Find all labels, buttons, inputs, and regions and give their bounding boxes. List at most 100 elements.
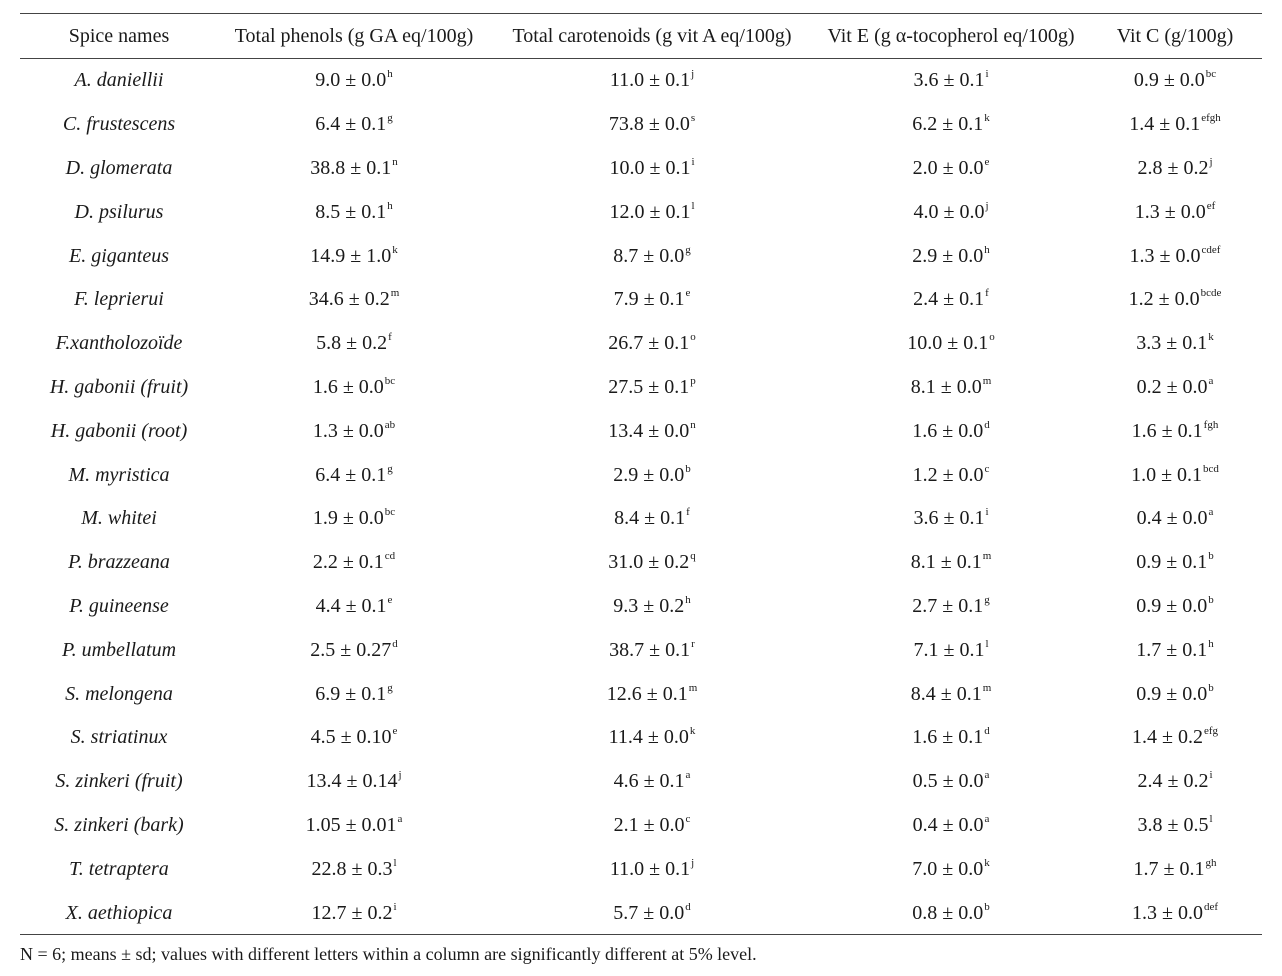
- value-text: 8.1 ± 0.0: [910, 375, 982, 398]
- significance-letter: efgh: [1201, 112, 1221, 125]
- significance-letter: j: [691, 856, 695, 869]
- vit-e-cell: 2.4 ± 0.1f: [814, 278, 1088, 322]
- total-carotenoids-cell: 4.6 ± 0.1a: [490, 760, 814, 804]
- table-row: X. aethiopica 12.7 ± 0.2i 5.7 ± 0.0d 0.8 ± …: [20, 891, 1262, 935]
- significance-letter: bc: [384, 374, 396, 387]
- vit-e-cell: 2.9 ± 0.0h: [814, 234, 1088, 278]
- table-row: D. psilurus 8.5 ± 0.1h 12.0 ± 0.1l 4.0 ± 0.…: [20, 190, 1262, 234]
- significance-letter: a: [984, 769, 990, 782]
- significance-letter: b: [984, 900, 990, 913]
- spice-name-cell: P. guineense: [69, 594, 169, 617]
- table-row: A. daniellii 9.0 ± 0.0h 11.0 ± 0.1j 3.6 ± 0…: [20, 58, 1262, 103]
- value-text: 2.4 ± 0.1: [913, 288, 985, 311]
- spice-name-cell: F. leprierui: [74, 288, 164, 311]
- significance-letter: k: [984, 112, 990, 125]
- value-text: 8.4 ± 0.1: [910, 682, 982, 705]
- table-row: H. gabonii (fruit) 1.6 ± 0.0bc 27.5 ± 0.1p…: [20, 366, 1262, 410]
- significance-letter: h: [387, 199, 393, 212]
- significance-letter: c: [984, 462, 990, 475]
- value-text: 1.6 ± 0.0: [312, 375, 384, 398]
- total-phenols-cell: 22.8 ± 0.3l: [218, 847, 490, 891]
- total-phenols-cell: 6.4 ± 0.1g: [218, 103, 490, 147]
- table-top-rule: [20, 13, 1262, 14]
- table-row: H. gabonii (root) 1.3 ± 0.0ab 13.4 ± 0.0n 1…: [20, 409, 1262, 453]
- table-body: A. daniellii 9.0 ± 0.0h 11.0 ± 0.1j 3.6 ± 0…: [20, 58, 1262, 935]
- value-text: 8.4 ± 0.1: [614, 507, 686, 530]
- value-text: 0.9 ± 0.0: [1133, 69, 1205, 92]
- vit-e-cell: 3.6 ± 0.1i: [814, 58, 1088, 103]
- value-text: 1.3 ± 0.0: [1131, 901, 1203, 924]
- significance-letter: j: [691, 68, 695, 81]
- table-row: M. whitei 1.9 ± 0.0bc 8.4 ± 0.1f 3.6 ± 0.1i…: [20, 497, 1262, 541]
- total-carotenoids-cell: 2.9 ± 0.0b: [490, 453, 814, 497]
- significance-letter: c: [685, 812, 691, 825]
- total-carotenoids-cell: 11.4 ± 0.0k: [490, 716, 814, 760]
- significance-letter: e: [685, 287, 691, 300]
- spice-name-cell: S. zinkeri (bark): [54, 813, 184, 836]
- vit-e-cell: 1.6 ± 0.0d: [814, 409, 1088, 453]
- significance-letter: f: [686, 506, 690, 519]
- significance-letter: f: [985, 287, 989, 300]
- value-text: 1.05 ± 0.01: [305, 813, 397, 836]
- vit-c-cell: 0.2 ± 0.0a: [1088, 366, 1262, 410]
- header-total-phenols: Total phenols (g GA eq/100g): [234, 24, 474, 47]
- vit-e-cell: 3.6 ± 0.1i: [814, 497, 1088, 541]
- table-row: D. glomerata 38.8 ± 0.1n 10.0 ± 0.1i 2.0 ± …: [20, 147, 1262, 191]
- total-phenols-cell: 2.2 ± 0.1cd: [218, 541, 490, 585]
- total-carotenoids-cell: 8.4 ± 0.1f: [490, 497, 814, 541]
- value-text: 12.7 ± 0.2: [311, 901, 393, 924]
- significance-letter: g: [387, 462, 393, 475]
- significance-letter: m: [982, 374, 992, 387]
- spice-name-cell: D. glomerata: [65, 156, 173, 179]
- value-text: 6.9 ± 0.1: [315, 682, 387, 705]
- value-text: 11.0 ± 0.1: [609, 857, 691, 880]
- significance-letter: b: [1208, 593, 1214, 606]
- table-row: E. giganteus 14.9 ± 1.0k 8.7 ± 0.0g 2.9 ± 0…: [20, 234, 1262, 278]
- significance-letter: h: [984, 243, 990, 256]
- value-text: 11.0 ± 0.1: [609, 69, 691, 92]
- spice-name-cell: D. psilurus: [74, 200, 164, 223]
- value-text: 13.4 ± 0.14: [306, 770, 398, 793]
- vit-c-cell: 2.4 ± 0.2i: [1088, 760, 1262, 804]
- value-text: 9.3 ± 0.2: [613, 594, 685, 617]
- value-text: 11.4 ± 0.0: [608, 726, 689, 749]
- value-text: 2.5 ± 0.27: [310, 638, 392, 661]
- significance-letter: e: [387, 593, 393, 606]
- significance-letter: efg: [1203, 725, 1219, 738]
- vit-e-cell: 10.0 ± 0.1o: [814, 322, 1088, 366]
- value-text: 5.8 ± 0.2: [316, 332, 388, 355]
- value-text: 14.9 ± 1.0: [310, 244, 392, 267]
- table-footnote: N = 6; means ± sd; values with different…: [20, 944, 757, 964]
- vit-e-cell: 7.1 ± 0.1l: [814, 628, 1088, 672]
- total-phenols-cell: 6.9 ± 0.1g: [218, 672, 490, 716]
- significance-letter: q: [690, 550, 696, 563]
- value-text: 0.9 ± 0.0: [1136, 594, 1208, 617]
- significance-letter: g: [984, 593, 990, 606]
- total-carotenoids-cell: 31.0 ± 0.2q: [490, 541, 814, 585]
- value-text: 12.0 ± 0.1: [609, 200, 691, 223]
- spice-name-cell: X. aethiopica: [65, 901, 173, 924]
- significance-letter: j: [985, 199, 989, 212]
- vit-e-cell: 0.5 ± 0.0a: [814, 760, 1088, 804]
- table-row: P. guineense 4.4 ± 0.1e 9.3 ± 0.2h 2.7 ± 0.…: [20, 585, 1262, 629]
- significance-letter: b: [1208, 550, 1214, 563]
- total-carotenoids-cell: 12.6 ± 0.1m: [490, 672, 814, 716]
- value-text: 3.3 ± 0.1: [1136, 332, 1208, 355]
- total-phenols-cell: 1.9 ± 0.0bc: [218, 497, 490, 541]
- total-carotenoids-cell: 5.7 ± 0.0d: [490, 891, 814, 935]
- total-phenols-cell: 1.6 ± 0.0bc: [218, 366, 490, 410]
- vit-c-cell: 3.3 ± 0.1k: [1088, 322, 1262, 366]
- value-text: 5.7 ± 0.0: [613, 901, 685, 924]
- significance-letter: l: [985, 637, 989, 650]
- vit-e-cell: 8.1 ± 0.0m: [814, 366, 1088, 410]
- vit-c-cell: 1.7 ± 0.1gh: [1088, 847, 1262, 891]
- spice-name-cell: M. whitei: [81, 507, 157, 530]
- table-row: P. brazzeana 2.2 ± 0.1cd 31.0 ± 0.2q 8.1 ± …: [20, 541, 1262, 585]
- spice-name-cell: P. brazzeana: [68, 551, 170, 574]
- significance-letter: h: [387, 68, 393, 81]
- significance-letter: fgh: [1203, 418, 1219, 431]
- value-text: 9.0 ± 0.0: [315, 69, 387, 92]
- significance-letter: a: [1208, 374, 1214, 387]
- total-carotenoids-cell: 26.7 ± 0.1o: [490, 322, 814, 366]
